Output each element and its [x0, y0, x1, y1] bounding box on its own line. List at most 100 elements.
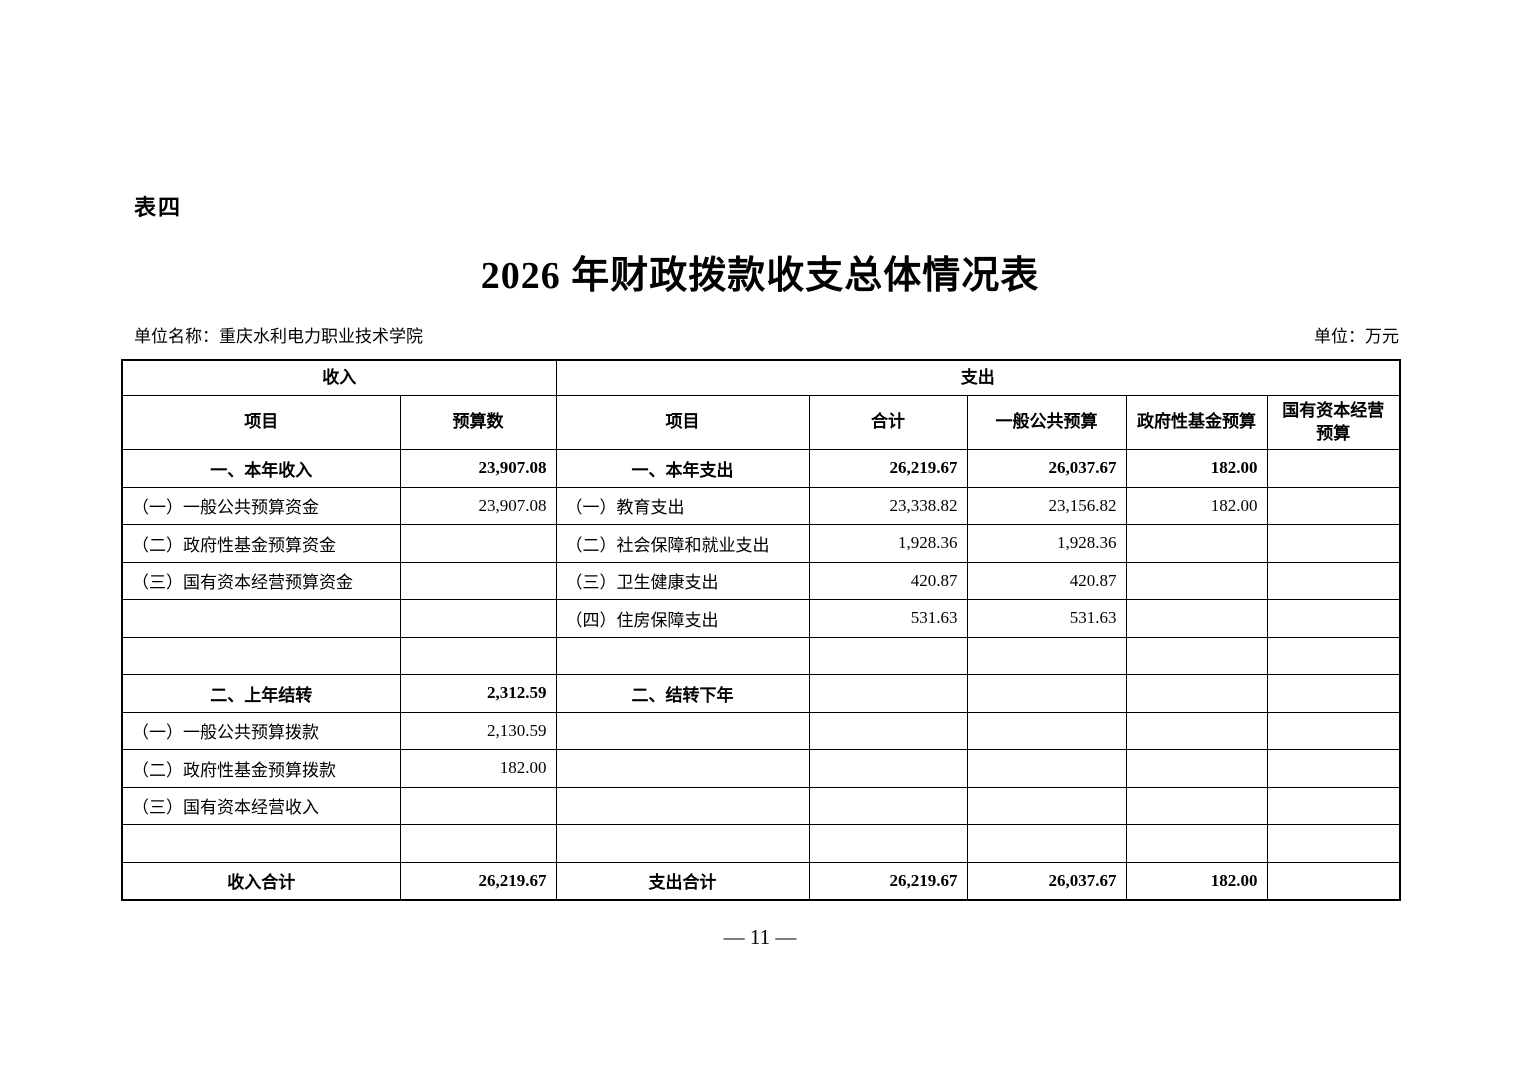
income-item-cell: （二）政府性基金预算拨款 — [121, 749, 401, 788]
gov-fund-cell: 182.00 — [1125, 449, 1268, 488]
gov-fund-cell — [1125, 711, 1268, 750]
general-public-cell: 420.87 — [966, 561, 1127, 600]
general-public-cell — [966, 711, 1127, 750]
expense-item-cell — [555, 749, 810, 788]
state-capital-cell — [1266, 749, 1401, 788]
gov-fund-cell: 182.00 — [1125, 861, 1268, 901]
expense-group-header: 支出 — [555, 359, 1401, 396]
gov-fund-cell — [1125, 786, 1268, 825]
state-capital-cell — [1266, 674, 1401, 713]
income-budget-cell: 23,907.08 — [399, 449, 557, 488]
table-row: （三）国有资本经营收入 — [121, 786, 1401, 825]
state-capital-cell — [1266, 636, 1401, 675]
state-capital-cell — [1266, 861, 1401, 901]
col-header-general-public: 一般公共预算 — [966, 395, 1127, 450]
expense-item-cell — [555, 711, 810, 750]
state-capital-cell — [1266, 786, 1401, 825]
col-header-income-budget: 预算数 — [399, 395, 557, 450]
state-capital-cell — [1266, 599, 1401, 638]
group-header-row: 收入 支出 — [121, 359, 1401, 396]
expense-item-cell: （一）教育支出 — [555, 486, 810, 525]
general-public-cell: 1,928.36 — [966, 524, 1127, 563]
table-label: 表四 — [134, 195, 183, 220]
income-budget-cell: 26,219.67 — [399, 861, 557, 901]
gov-fund-cell — [1125, 636, 1268, 675]
income-item-cell — [121, 599, 401, 638]
income-group-header: 收入 — [121, 359, 557, 396]
gov-fund-cell — [1125, 599, 1268, 638]
gov-fund-cell — [1125, 824, 1268, 863]
expense-item-cell: 一、本年支出 — [555, 449, 810, 488]
general-public-cell — [966, 786, 1127, 825]
unit-of-measure: 单位：万元 — [1314, 327, 1399, 346]
total-cell — [808, 786, 968, 825]
general-public-cell: 26,037.67 — [966, 449, 1127, 488]
expense-item-cell: （二）社会保障和就业支出 — [555, 524, 810, 563]
income-item-cell — [121, 824, 401, 863]
budget-table: 收入 支出 项目 预算数 项目 合计 一般公共预算 政府性基金预算 国有资本经营… — [121, 359, 1402, 901]
total-cell — [808, 749, 968, 788]
gov-fund-cell — [1125, 561, 1268, 600]
expense-item-cell: 二、结转下年 — [555, 674, 810, 713]
total-cell: 1,928.36 — [808, 524, 968, 563]
general-public-cell: 26,037.67 — [966, 861, 1127, 901]
expense-item-cell — [555, 824, 810, 863]
income-item-cell: （一）一般公共预算拨款 — [121, 711, 401, 750]
income-budget-cell — [399, 524, 557, 563]
table-row: （一）一般公共预算资金 23,907.08 （一）教育支出 23,338.82 … — [121, 486, 1401, 525]
state-capital-cell — [1266, 561, 1401, 600]
total-cell: 531.63 — [808, 599, 968, 638]
state-capital-cell — [1266, 711, 1401, 750]
general-public-cell — [966, 749, 1127, 788]
col-header-total: 合计 — [808, 395, 968, 450]
expense-item-cell — [555, 636, 810, 675]
total-cell: 23,338.82 — [808, 486, 968, 525]
income-budget-cell: 2,312.59 — [399, 674, 557, 713]
total-cell: 26,219.67 — [808, 861, 968, 901]
income-budget-cell — [399, 786, 557, 825]
income-item-cell: 收入合计 — [121, 861, 401, 901]
income-item-cell: （二）政府性基金预算资金 — [121, 524, 401, 563]
table-row-totals: 收入合计 26,219.67 支出合计 26,219.67 26,037.67 … — [121, 861, 1401, 901]
income-budget-cell: 182.00 — [399, 749, 557, 788]
expense-item-cell: （四）住房保障支出 — [555, 599, 810, 638]
gov-fund-cell — [1125, 674, 1268, 713]
table-row: （二）政府性基金预算拨款 182.00 — [121, 749, 1401, 788]
col-header-gov-fund: 政府性基金预算 — [1125, 395, 1268, 450]
total-cell — [808, 636, 968, 675]
unit-name: 单位名称：重庆水利电力职业技术学院 — [134, 327, 423, 346]
general-public-cell: 531.63 — [966, 599, 1127, 638]
income-budget-cell — [399, 561, 557, 600]
general-public-cell — [966, 824, 1127, 863]
col-header-state-capital: 国有资本经营预算 — [1266, 395, 1401, 450]
general-public-cell: 23,156.82 — [966, 486, 1127, 525]
gov-fund-cell: 182.00 — [1125, 486, 1268, 525]
table-row: 二、上年结转 2,312.59 二、结转下年 — [121, 674, 1401, 713]
state-capital-cell — [1266, 824, 1401, 863]
col-header-income-item: 项目 — [121, 395, 401, 450]
column-header-row: 项目 预算数 项目 合计 一般公共预算 政府性基金预算 国有资本经营预算 — [121, 395, 1401, 450]
page-title: 2026 年财政拨款收支总体情况表 — [480, 255, 1040, 297]
income-item-cell: （一）一般公共预算资金 — [121, 486, 401, 525]
general-public-cell — [966, 674, 1127, 713]
income-item-cell: （三）国有资本经营收入 — [121, 786, 401, 825]
table-row: 一、本年收入 23,907.08 一、本年支出 26,219.67 26,037… — [121, 449, 1401, 488]
income-item-cell: （三）国有资本经营预算资金 — [121, 561, 401, 600]
expense-item-cell: （三）卫生健康支出 — [555, 561, 810, 600]
income-item-cell: 二、上年结转 — [121, 674, 401, 713]
income-item-cell: 一、本年收入 — [121, 449, 401, 488]
gov-fund-cell — [1125, 524, 1268, 563]
table-row — [121, 824, 1401, 863]
total-cell — [808, 711, 968, 750]
income-budget-cell — [399, 599, 557, 638]
meta-row: 单位名称：重庆水利电力职业技术学院 单位：万元 — [121, 322, 1399, 347]
income-budget-cell: 2,130.59 — [399, 711, 557, 750]
table-row: （二）政府性基金预算资金 （二）社会保障和就业支出 1,928.36 1,928… — [121, 524, 1401, 563]
col-header-expense-item: 项目 — [555, 395, 810, 450]
total-cell: 26,219.67 — [808, 449, 968, 488]
total-cell: 420.87 — [808, 561, 968, 600]
expense-item-cell: 支出合计 — [555, 861, 810, 901]
expense-item-cell — [555, 786, 810, 825]
income-budget-cell — [399, 636, 557, 675]
